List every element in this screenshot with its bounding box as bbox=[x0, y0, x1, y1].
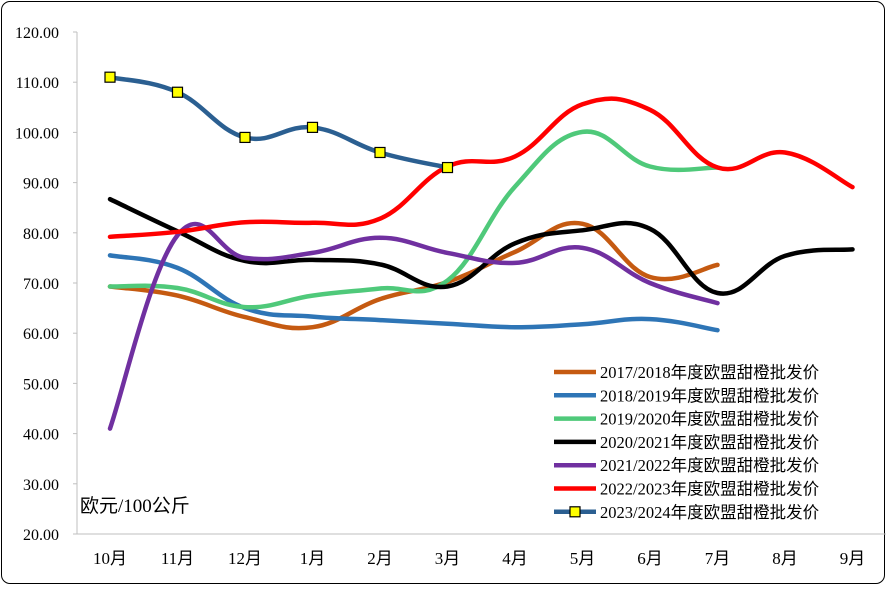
legend-label: 2022/2023年度欧盟甜橙批发价 bbox=[600, 480, 819, 499]
data-point-marker bbox=[441, 161, 454, 174]
x-tick-label: 4月 bbox=[502, 549, 528, 568]
x-tick-label: 3月 bbox=[435, 549, 461, 568]
y-tick-label: 60.00 bbox=[23, 326, 59, 343]
data-point-marker bbox=[171, 86, 184, 98]
series-line-5 bbox=[107, 96, 855, 240]
series-line-2 bbox=[107, 129, 720, 310]
series-line-3 bbox=[107, 196, 855, 296]
x-tick-label: 10月 bbox=[93, 549, 127, 568]
y-tick-label: 110.00 bbox=[16, 75, 59, 92]
x-tick-label: 1月 bbox=[300, 549, 326, 568]
series-layer bbox=[107, 74, 855, 431]
y-tick-label: 70.00 bbox=[23, 276, 59, 293]
marker-layer bbox=[104, 71, 454, 174]
x-tick-label: 9月 bbox=[840, 549, 866, 568]
y-tick-label: 100.00 bbox=[15, 125, 59, 142]
x-tick-label: 12月 bbox=[228, 549, 262, 568]
x-tick-label: 7月 bbox=[705, 549, 731, 568]
y-tick-label: 80.00 bbox=[23, 226, 59, 243]
y-tick-label: 30.00 bbox=[23, 477, 59, 494]
legend: 2017/2018年度欧盟甜橙批发价 2018/2019年度欧盟甜橙批发价 2019… bbox=[554, 363, 819, 522]
legend-label: 2023/2024年度欧盟甜橙批发价 bbox=[600, 503, 819, 522]
data-point-marker bbox=[239, 131, 251, 144]
legend-label: 2021/2022年度欧盟甜橙批发价 bbox=[600, 456, 819, 475]
data-point-marker bbox=[374, 146, 386, 159]
data-point-marker bbox=[306, 121, 319, 133]
y-tick-labels: 20.00 30.00 40.00 50.00 60.00 70.00 80.00 90.00… bbox=[15, 25, 77, 544]
x-tick-labels: 10月 11月 12月 1月 2月 3月 4月 5月 6月 7月 8月 9月 bbox=[93, 549, 865, 568]
series-line-1 bbox=[107, 253, 720, 333]
series-line-6 bbox=[107, 74, 450, 170]
x-tick-label: 2月 bbox=[367, 549, 393, 568]
y-tick-label: 120.00 bbox=[15, 25, 59, 42]
y-tick-label: 90.00 bbox=[23, 176, 59, 193]
x-tick-label: 6月 bbox=[637, 549, 663, 568]
unit-label: 欧元/100公斤 bbox=[80, 495, 190, 517]
legend-marker bbox=[569, 506, 581, 518]
y-tick-label: 50.00 bbox=[23, 376, 59, 393]
data-point-marker bbox=[104, 71, 116, 83]
legend-label: 2017/2018年度欧盟甜橙批发价 bbox=[600, 363, 819, 382]
x-tick-label: 11月 bbox=[161, 549, 194, 568]
legend-label: 2019/2020年度欧盟甜橙批发价 bbox=[600, 410, 819, 429]
x-tick-label: 8月 bbox=[772, 549, 798, 568]
x-tick-label: 5月 bbox=[570, 549, 596, 568]
y-tick-label: 40.00 bbox=[23, 427, 59, 444]
legend-label: 2020/2021年度欧盟甜橙批发价 bbox=[600, 433, 819, 452]
y-tick-label: 20.00 bbox=[23, 527, 59, 544]
series-line-4 bbox=[107, 221, 720, 431]
series-line-0 bbox=[107, 220, 720, 331]
legend-label: 2018/2019年度欧盟甜橙批发价 bbox=[600, 386, 819, 405]
